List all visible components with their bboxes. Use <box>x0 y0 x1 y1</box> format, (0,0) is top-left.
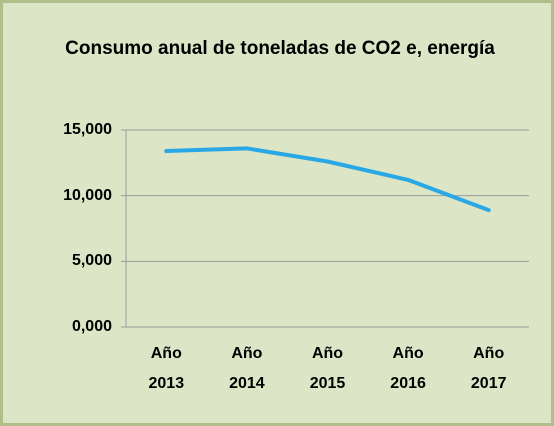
plot-area <box>121 129 529 328</box>
y-tick-label: 15,000 <box>63 121 112 138</box>
y-tick-label: 5,000 <box>71 252 112 270</box>
data-line <box>164 146 491 213</box>
x-tick-label: Año 2014 <box>229 345 265 392</box>
x-tick-label: Año 2017 <box>470 345 507 392</box>
y-tick-label: 0,000 <box>71 318 112 335</box>
x-tick-label: Año 2015 <box>309 345 346 392</box>
chart-title: Consumo anual de toneladas de CO2 e, ene… <box>65 38 495 59</box>
x-tick-label: Año 2016 <box>390 345 426 392</box>
y-tick-label: 10,000 <box>63 186 112 204</box>
x-tick-label: Año 2013 <box>148 345 185 392</box>
